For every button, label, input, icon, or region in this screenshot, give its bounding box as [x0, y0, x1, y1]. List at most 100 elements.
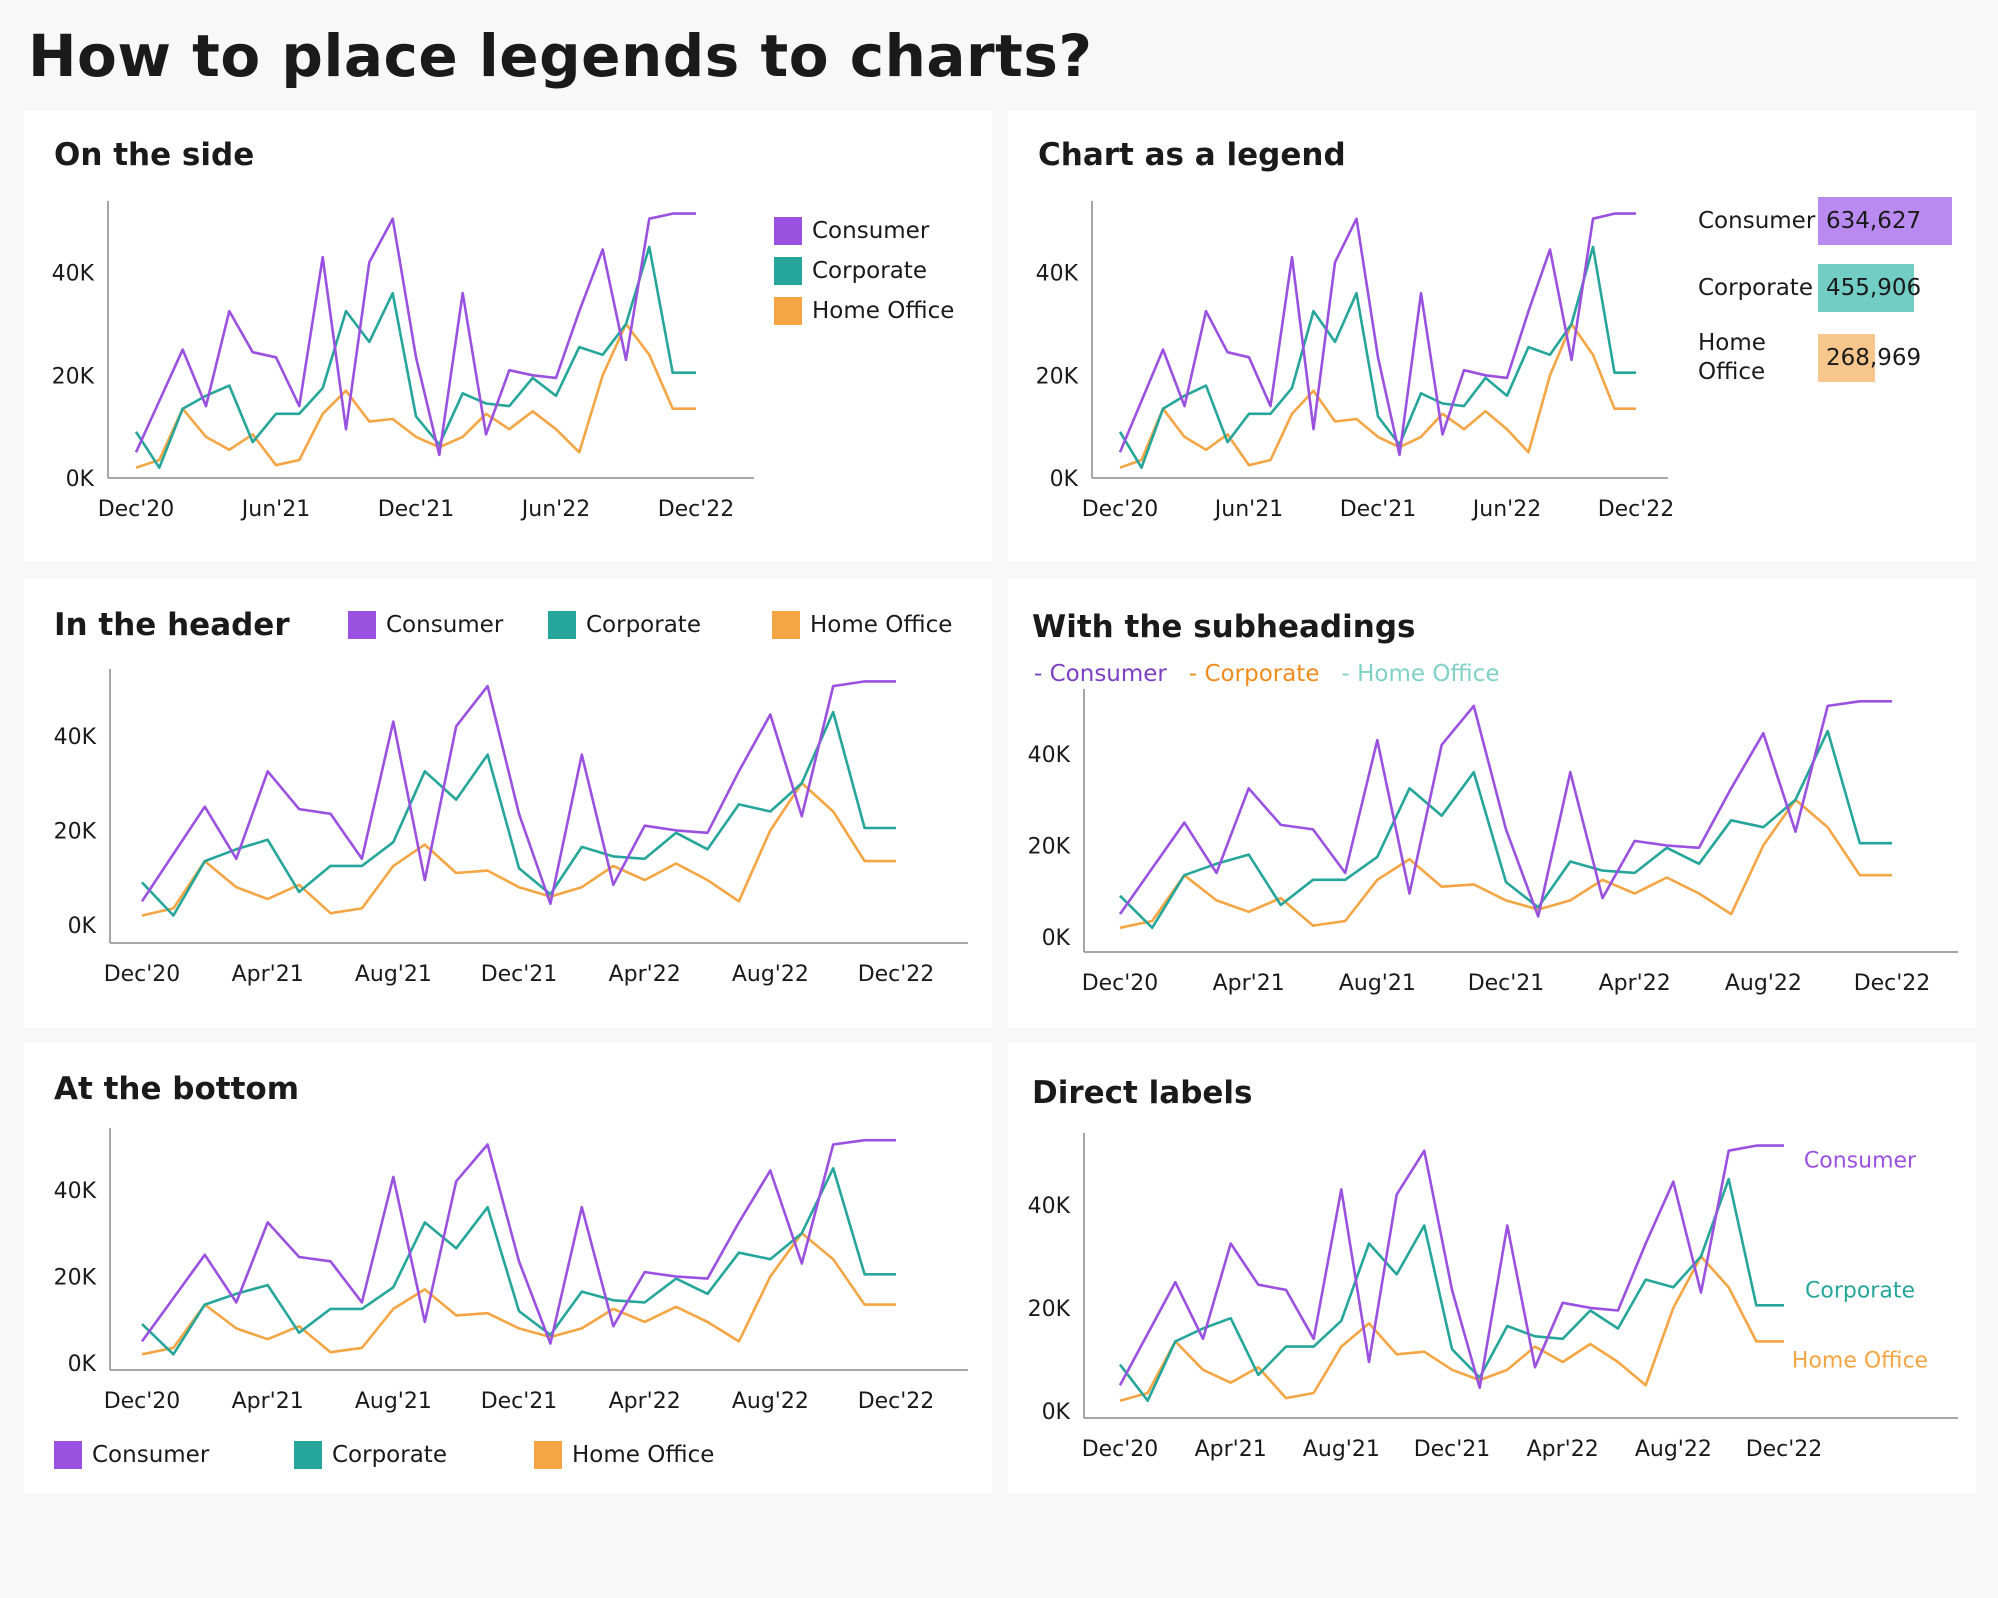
series-line-corporate — [134, 245, 696, 470]
y-tick-label: 20K — [1036, 364, 1079, 389]
card-title: At the bottom — [54, 1071, 300, 1107]
x-tick-label: Dec'22 — [1854, 971, 1931, 996]
bar-legend-consumer: Consumer 634,627 — [1698, 197, 1952, 245]
x-tick-label: Jun'21 — [240, 497, 310, 522]
series-line-consumer — [140, 1138, 896, 1345]
x-tick-label: Dec'22 — [858, 1389, 935, 1414]
legend-item-consumer: Consumer — [54, 1441, 209, 1469]
x-tick-label: Dec'20 — [104, 962, 181, 987]
subheading-consumer: - Consumer — [1034, 661, 1167, 687]
y-tick-label: 40K — [1036, 262, 1079, 287]
swatch-icon — [294, 1441, 322, 1469]
x-tick-label: Aug'21 — [355, 1389, 432, 1414]
series-line-consumer — [1118, 700, 1892, 918]
card-title: With the subheadings — [1032, 609, 1416, 645]
legend-item-corporate: Corporate — [548, 611, 701, 639]
series-line-home-office — [1119, 322, 1636, 469]
legend-label: Home Office — [812, 298, 955, 324]
x-tick-label: Aug'22 — [732, 962, 809, 987]
y-tick-label: 40K — [54, 1179, 97, 1204]
y-tick-label: 0K — [1050, 467, 1079, 492]
x-tick-label: Dec'20 — [1082, 971, 1159, 996]
swatch-icon — [774, 297, 802, 325]
card-direct-labels: Direct labels 0K 20K 40K Dec'20 Apr'21 Aug'21… — [1008, 1043, 1976, 1493]
x-tick-label: Dec'22 — [858, 962, 935, 987]
x-tick-label: Dec'22 — [1746, 1437, 1823, 1462]
legend-label: Consumer — [812, 218, 930, 244]
series-line-consumer — [134, 212, 696, 457]
x-tick-label: Dec'20 — [104, 1389, 181, 1414]
x-tick-label: Dec'21 — [1340, 497, 1417, 522]
subheading-corporate: - Corporate — [1188, 661, 1320, 687]
x-tick-label: Aug'22 — [732, 1389, 809, 1414]
bar-legend-corporate: Corporate 455,906 — [1698, 264, 1921, 312]
series-line-corporate — [141, 1167, 896, 1356]
y-tick-label: 40K — [54, 725, 97, 750]
swatch-icon — [548, 611, 576, 639]
card-in-the-header: In the header 0K 20K 40K Dec'20 Apr'21 Aug'21… — [24, 579, 992, 1027]
card-title: Chart as a legend — [1038, 137, 1346, 173]
x-tick-label: Apr'21 — [1195, 1437, 1267, 1462]
card-title: Direct labels — [1032, 1075, 1253, 1111]
y-tick-label: 20K — [1028, 1297, 1071, 1322]
series-line-home-office — [141, 781, 896, 917]
card-title: In the header — [54, 607, 290, 643]
card-with-subheadings: With the subheadings - Consumer - Corpor… — [1008, 579, 1976, 1027]
swatch-icon — [774, 257, 802, 285]
card-at-the-bottom: At the bottom 0K 20K 40K Dec'20 Apr'21 Aug'21… — [24, 1043, 992, 1493]
line-chart: 0K 20K 40K Dec'20 Apr'21 Aug'21 Dec'21 Apr'22 Au… — [54, 669, 968, 987]
card-title: On the side — [54, 137, 255, 173]
swatch-icon — [772, 611, 800, 639]
bar-legend-home-office: Home Office 268,969 — [1698, 329, 1921, 387]
y-tick-label: 20K — [54, 819, 97, 844]
x-tick-label: Dec'20 — [98, 497, 175, 522]
x-tick-label: Apr'22 — [609, 1389, 681, 1414]
bar-legend-label: Corporate — [1698, 274, 1813, 301]
legend-label: Corporate — [812, 258, 927, 284]
series-line-corporate — [1119, 729, 1892, 930]
x-tick-label: Dec'21 — [481, 1389, 558, 1414]
series-line-corporate — [1118, 1177, 1784, 1403]
line-chart: 0K 20K 40K Dec'20 Jun'21 Dec'21 Jun'22 Dec'22 — [52, 201, 754, 522]
y-tick-label: 0K — [1042, 1400, 1071, 1425]
legend-item-home-office: Home Office — [774, 297, 954, 325]
x-tick-label: Aug'21 — [1339, 971, 1416, 996]
subheading-legend: - Consumer - Corporate - Home Office — [1034, 661, 1499, 687]
card-on-the-side: On the side 0K 20K 40K Dec'20 Jun'21 Dec'21 Ju… — [24, 111, 992, 561]
bar-legend-bar: 455,906 — [1818, 264, 1921, 312]
card-chart-as-legend: Chart as a legend 0K 20K 40K Dec'20 Jun'21 De… — [1008, 111, 1976, 561]
series-line-home-office — [1119, 798, 1892, 930]
legend-label: Consumer — [92, 1442, 210, 1468]
x-tick-label: Apr'21 — [1213, 971, 1285, 996]
legend-label: Corporate — [586, 612, 701, 638]
x-tick-label: Jun'21 — [1213, 497, 1283, 522]
series-line-consumer — [1118, 212, 1636, 457]
direct-label-consumer: Consumer — [1804, 1149, 1917, 1174]
legend-item-corporate: Corporate — [294, 1441, 447, 1469]
x-tick-label: Dec'21 — [1468, 971, 1545, 996]
legend-label: Corporate — [332, 1442, 447, 1468]
x-tick-label: Aug'22 — [1635, 1437, 1712, 1462]
subheading-home-office: - Home Office — [1341, 661, 1500, 687]
series-line-home-office — [1119, 1255, 1784, 1402]
x-tick-label: Apr'22 — [1527, 1437, 1599, 1462]
y-tick-label: 0K — [68, 914, 97, 939]
swatch-icon — [774, 217, 802, 245]
series-line-home-office — [135, 322, 696, 469]
series-line-consumer — [140, 680, 896, 906]
legend-item-home-office: Home Office — [772, 611, 952, 639]
bar-legend-bar: 634,627 — [1818, 197, 1952, 245]
bar-legend-label: Home Office — [1698, 330, 1766, 385]
x-tick-label: Dec'20 — [1082, 497, 1159, 522]
y-tick-label: 40K — [1028, 1194, 1071, 1219]
line-chart: 0K 20K 40K Dec'20 Apr'21 Aug'21 Dec'21 Apr'22 Au… — [54, 1128, 968, 1414]
legend-item-corporate: Corporate — [774, 257, 927, 285]
swatch-icon — [348, 611, 376, 639]
series-line-home-office — [141, 1231, 896, 1356]
x-tick-label: Dec'22 — [658, 497, 735, 522]
y-tick-label: 0K — [68, 1352, 97, 1377]
legend-item-consumer: Consumer — [774, 217, 929, 245]
line-chart: 0K 20K 40K Dec'20 Apr'21 Aug'21 Dec'21 Apr'22 Au… — [1028, 689, 1958, 996]
y-tick-label: 20K — [54, 1265, 97, 1290]
legend-item-home-office: Home Office — [534, 1441, 714, 1469]
